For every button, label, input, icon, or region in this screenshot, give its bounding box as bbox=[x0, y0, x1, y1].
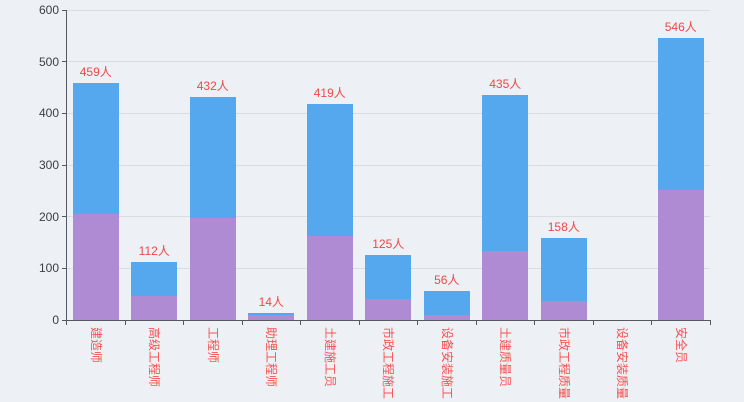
x-axis-category-label: 助理工程师 bbox=[264, 327, 279, 388]
bar-segment-lower-purple-segment[interactable] bbox=[72, 214, 119, 320]
x-axis-category-label: 市政工程施工 bbox=[381, 327, 396, 400]
x-axis-category-label: 设备安装质量 bbox=[615, 327, 630, 400]
x-axis-tick bbox=[124, 320, 126, 325]
y-axis-tick bbox=[61, 164, 67, 166]
bar-total-label: 14人 bbox=[258, 294, 284, 309]
bar-segment-upper-blue-segment[interactable] bbox=[482, 95, 529, 252]
bar-segment-upper-blue-segment[interactable] bbox=[423, 291, 470, 315]
x-axis-category-label: 土建质量员 bbox=[498, 327, 513, 388]
grid-line bbox=[66, 216, 710, 218]
bar-segment-upper-blue-segment[interactable] bbox=[189, 96, 236, 219]
x-axis-category-label: 高级工程师 bbox=[147, 327, 162, 388]
y-axis-tick bbox=[61, 61, 67, 63]
bar-total-label: 546人 bbox=[664, 19, 697, 34]
grid-line bbox=[66, 9, 710, 11]
x-axis-category-label: 工程师 bbox=[205, 327, 220, 364]
y-axis-tick-label: 500 bbox=[38, 54, 59, 69]
bar-total-label: 56人 bbox=[434, 273, 460, 288]
bar-total-label: 432人 bbox=[196, 78, 229, 93]
bar-total-label: 435人 bbox=[489, 77, 522, 92]
y-axis-line bbox=[66, 10, 67, 320]
bar-total-label: 419人 bbox=[313, 85, 346, 100]
bar-segment-upper-blue-segment[interactable] bbox=[540, 238, 587, 302]
bar-total-label: 112人 bbox=[138, 244, 170, 259]
bar-total-label: 459人 bbox=[79, 64, 112, 79]
x-axis-tick bbox=[300, 320, 301, 325]
bar-segment-upper-blue-segment[interactable] bbox=[657, 37, 704, 190]
x-axis-category-label: 安全员 bbox=[673, 327, 688, 364]
bar-segment-upper-blue-segment[interactable] bbox=[248, 312, 295, 316]
y-axis-tick bbox=[61, 319, 67, 321]
x-axis-tick bbox=[183, 320, 184, 325]
bar-segment-upper-blue-segment[interactable] bbox=[365, 255, 412, 299]
bar-segment-upper-blue-segment[interactable] bbox=[306, 103, 353, 237]
x-axis-tick bbox=[417, 320, 418, 325]
x-axis-tick bbox=[709, 320, 711, 325]
grid-line bbox=[66, 164, 710, 166]
x-axis-category-label: 市政工程质量 bbox=[556, 327, 571, 400]
bar-segment-lower-purple-segment[interactable] bbox=[423, 314, 470, 320]
grid-line bbox=[66, 61, 710, 63]
bar-total-label: 125人 bbox=[372, 237, 405, 252]
bar-segment-lower-purple-segment[interactable] bbox=[189, 218, 236, 320]
x-axis-category-label: 建造师 bbox=[88, 327, 103, 364]
bar-total-label: 158人 bbox=[547, 220, 580, 235]
x-axis-tick bbox=[358, 320, 360, 325]
x-axis-tick bbox=[241, 320, 243, 325]
bar-segment-lower-purple-segment[interactable] bbox=[248, 315, 295, 320]
y-axis-tick-label: 100 bbox=[38, 261, 59, 276]
bar-segment-lower-purple-segment[interactable] bbox=[482, 251, 529, 320]
bar-segment-upper-blue-segment[interactable] bbox=[72, 82, 119, 215]
y-axis-tick-label: 200 bbox=[38, 209, 59, 224]
y-axis-tick-label: 400 bbox=[38, 106, 59, 121]
y-axis-tick bbox=[61, 9, 67, 11]
x-axis-tick bbox=[651, 320, 652, 325]
x-axis-tick bbox=[66, 320, 67, 325]
bar-segment-lower-purple-segment[interactable] bbox=[306, 236, 353, 320]
y-axis-tick-label: 600 bbox=[38, 3, 59, 17]
bar-segment-lower-purple-segment[interactable] bbox=[540, 301, 587, 320]
bar-segment-lower-purple-segment[interactable] bbox=[365, 298, 412, 320]
x-axis-line bbox=[66, 319, 711, 321]
x-axis-tick bbox=[475, 320, 477, 325]
y-axis-tick bbox=[61, 267, 67, 269]
x-axis-tick bbox=[592, 320, 594, 325]
bar-segment-upper-blue-segment[interactable] bbox=[131, 262, 178, 297]
x-axis-category-label: 土建施工员 bbox=[322, 327, 337, 388]
x-axis-tick bbox=[534, 320, 535, 325]
grid-line bbox=[66, 112, 710, 114]
y-axis-tick-label: 300 bbox=[38, 158, 59, 172]
bar-segment-lower-purple-segment[interactable] bbox=[131, 296, 178, 320]
y-axis-tick-label: 0 bbox=[52, 313, 59, 327]
bar-segment-lower-purple-segment[interactable] bbox=[657, 189, 704, 320]
x-axis-category-label: 设备安装施工 bbox=[439, 327, 454, 400]
y-axis-tick bbox=[61, 112, 67, 114]
y-axis-tick bbox=[61, 216, 67, 218]
